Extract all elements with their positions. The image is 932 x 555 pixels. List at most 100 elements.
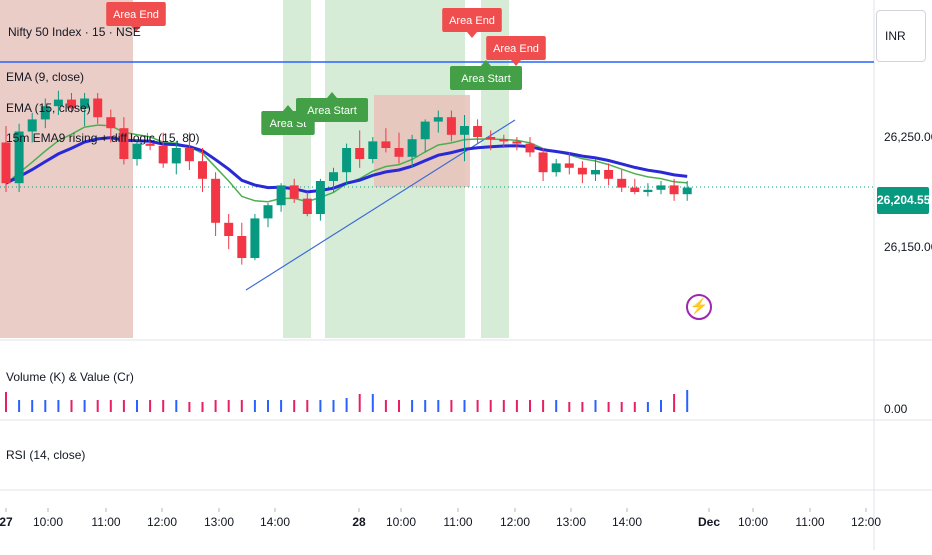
candle-body bbox=[315, 181, 325, 214]
currency-box[interactable]: INR bbox=[876, 10, 926, 62]
candle-body bbox=[368, 141, 378, 159]
volume-bar bbox=[568, 402, 571, 412]
volume-bar bbox=[306, 400, 309, 412]
area-end-marker-text: Area End bbox=[493, 43, 539, 55]
volume-bar bbox=[280, 400, 283, 412]
lightning-icon[interactable]: ⚡ bbox=[686, 294, 712, 320]
volume-bar bbox=[476, 400, 479, 412]
rsi-legend[interactable]: RSI (14, close) bbox=[6, 448, 86, 462]
candle-body bbox=[329, 172, 338, 181]
volume-legend[interactable]: Volume (K) & Value (Cr) bbox=[6, 370, 134, 384]
volume-bar bbox=[502, 400, 505, 412]
candle-body bbox=[407, 139, 417, 157]
time-tick-label: 27 bbox=[0, 515, 13, 529]
volume-bar bbox=[646, 402, 649, 412]
time-tick-label: 11:00 bbox=[91, 515, 120, 529]
volume-bar bbox=[188, 402, 191, 412]
volume-bar bbox=[673, 394, 676, 412]
volume-bar bbox=[214, 400, 217, 412]
volume-bar bbox=[136, 400, 138, 412]
volume-bar bbox=[96, 400, 99, 412]
candle-body bbox=[276, 185, 286, 206]
volume-bar bbox=[293, 400, 296, 412]
volume-bar bbox=[594, 400, 597, 412]
area-end-marker-text: Area End bbox=[449, 15, 495, 27]
time-tick-label: 10:00 bbox=[386, 515, 416, 529]
candle-body bbox=[460, 126, 469, 135]
strategy-legend[interactable]: 15m EMA9 rising + diff logic (15, 80) bbox=[6, 131, 200, 145]
candle-body bbox=[420, 121, 430, 140]
time-tick-label: 10:00 bbox=[33, 515, 63, 529]
candle-body bbox=[27, 119, 37, 132]
candle-body bbox=[499, 139, 509, 142]
volume-bar bbox=[358, 394, 361, 412]
candle-body bbox=[106, 117, 116, 129]
volume-bar bbox=[411, 400, 414, 412]
symbol-title[interactable]: Nifty 50 Index · 15 · NSE bbox=[8, 25, 141, 39]
volume-bar bbox=[437, 400, 440, 412]
candle-body bbox=[93, 98, 103, 118]
volume-bar bbox=[31, 400, 34, 412]
volume-bar bbox=[633, 402, 636, 412]
candle-body bbox=[355, 148, 365, 159]
candle-body bbox=[591, 170, 600, 175]
candle-body bbox=[551, 163, 561, 173]
last-price-label: 26,204.55 bbox=[877, 193, 931, 207]
area-end-marker-text: Area End bbox=[113, 9, 159, 21]
candle-body bbox=[80, 98, 90, 109]
candle-body bbox=[289, 185, 299, 199]
candle-body bbox=[342, 148, 352, 173]
candle-body bbox=[512, 141, 522, 144]
candle-body bbox=[145, 143, 155, 146]
candle-body bbox=[564, 163, 574, 168]
time-tick-label: 14:00 bbox=[612, 515, 642, 529]
volume-bar bbox=[581, 402, 584, 412]
volume-bar bbox=[253, 400, 256, 412]
volume-bar bbox=[227, 400, 230, 412]
candle-body bbox=[433, 117, 443, 122]
candle-body bbox=[604, 170, 614, 179]
candle-body bbox=[119, 128, 129, 159]
candle-body bbox=[158, 145, 168, 164]
candle-body bbox=[171, 148, 181, 164]
candle-body bbox=[14, 131, 24, 184]
time-tick-label: 11:00 bbox=[443, 515, 472, 529]
area-end-marker: Area End bbox=[106, 2, 166, 32]
candle-body bbox=[250, 218, 260, 258]
candle-body bbox=[446, 117, 456, 135]
volume-bar bbox=[149, 400, 152, 412]
time-tick-label: 12:00 bbox=[147, 515, 177, 529]
area-start-marker-text: Area Start bbox=[461, 73, 511, 85]
area-start-marker: Area Start bbox=[296, 92, 368, 122]
candle-body bbox=[132, 143, 142, 159]
volume-bar bbox=[162, 400, 165, 412]
time-tick-label: 10:00 bbox=[738, 515, 768, 529]
volume-bar bbox=[450, 400, 453, 412]
volume-bar bbox=[109, 400, 112, 412]
volume-bar bbox=[489, 400, 492, 412]
volume-bar bbox=[620, 402, 623, 412]
volume-bar bbox=[319, 400, 322, 412]
candle-body bbox=[617, 178, 627, 188]
candle-body bbox=[1, 142, 11, 184]
candle-body bbox=[224, 222, 234, 236]
ema9-legend[interactable]: EMA (9, close) bbox=[6, 70, 85, 84]
candle-body bbox=[302, 198, 312, 214]
volume-bar bbox=[555, 400, 558, 412]
candle-body bbox=[53, 99, 63, 107]
volume-bar bbox=[424, 400, 427, 412]
candle-body bbox=[473, 126, 483, 137]
volume-tick-label: 0.00 bbox=[884, 402, 908, 416]
candle-body bbox=[394, 148, 404, 157]
candle-body bbox=[211, 178, 221, 223]
volume-bar bbox=[384, 400, 387, 412]
last-price-badge: 26,204.55 bbox=[877, 187, 931, 214]
candle-body bbox=[538, 152, 548, 173]
volume-bar bbox=[345, 398, 348, 412]
time-tick-label: 13:00 bbox=[204, 515, 234, 529]
ema15-legend[interactable]: EMA (15, close) bbox=[6, 101, 91, 115]
green-zone-1 bbox=[283, 0, 311, 338]
volume-bar bbox=[542, 400, 545, 412]
